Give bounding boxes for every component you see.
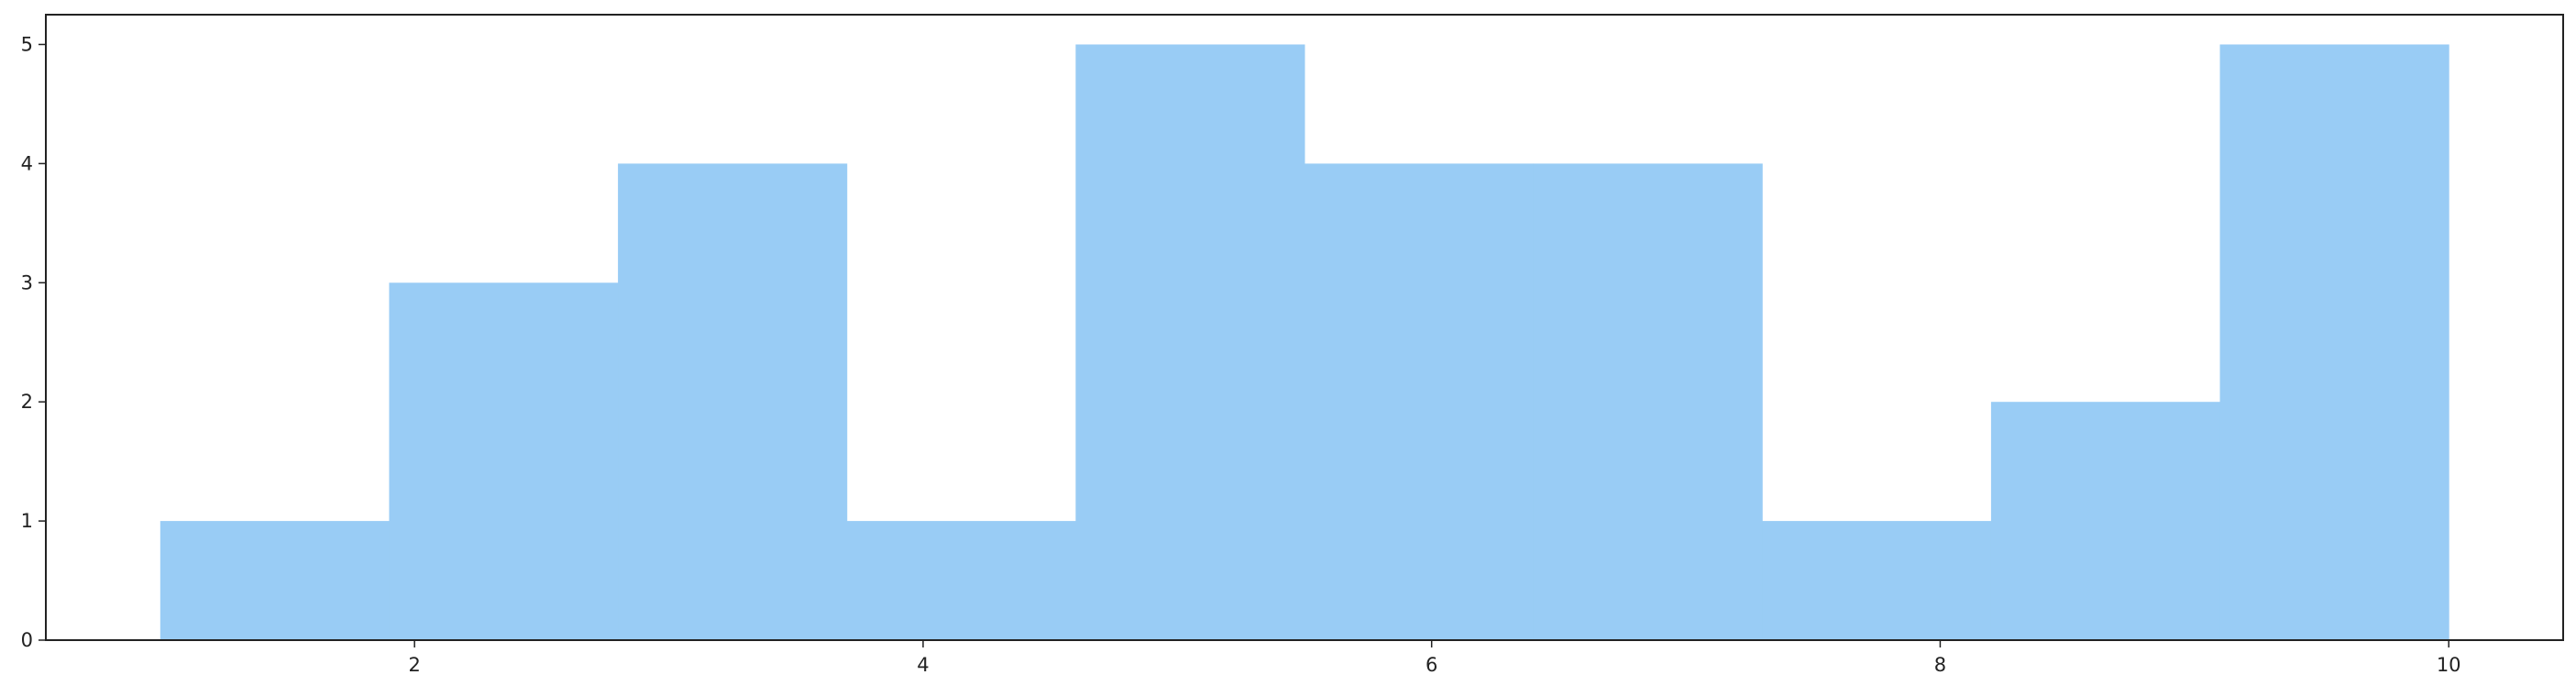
histogram-bar-10 [2219,44,2449,640]
y-tick-label: 3 [21,271,33,293]
histogram-bar-2 [389,282,619,640]
x-tick-label: 10 [2437,654,2461,676]
x-tick-label: 4 [917,654,929,676]
histogram-bar-5 [1075,44,1305,640]
y-axis: 0 1 2 3 4 5 [21,33,46,651]
y-tick-label: 2 [21,391,33,413]
histogram-bar-6 [1305,163,1535,640]
x-tick-label: 6 [1426,654,1437,676]
y-tick-label: 4 [21,152,33,174]
histogram-bar-9 [1990,402,2221,640]
histogram-bar-3 [618,163,848,640]
plot-frame [45,14,2564,641]
y-tick-label: 5 [21,33,33,55]
histogram-bar-4 [846,521,1076,640]
x-tick-label: 2 [409,654,421,676]
x-tick-label: 8 [1934,654,1946,676]
histogram-bar-1 [160,521,390,640]
histogram-bar-8 [1762,521,1992,640]
y-tick-label: 1 [21,510,33,532]
bars-layer [160,44,2449,640]
x-axis: 2 4 6 8 10 [409,640,2461,676]
histogram-bar-7 [1533,163,1763,640]
y-tick-label: 0 [21,629,33,651]
